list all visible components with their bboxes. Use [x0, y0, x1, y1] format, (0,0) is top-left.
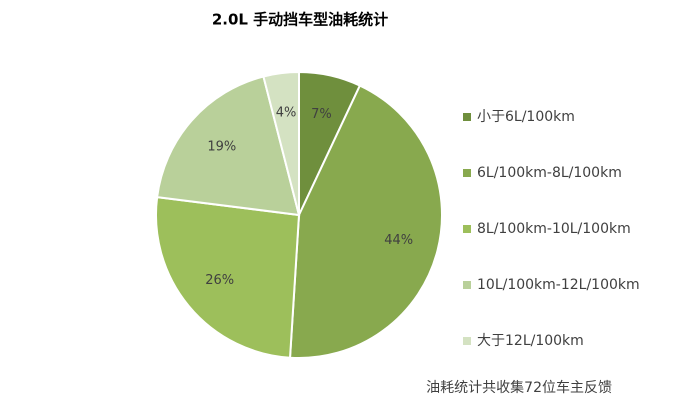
legend-swatch [463, 113, 471, 121]
legend-label: 10L/100km-12L/100km [477, 277, 640, 293]
pie-slice [288, 84, 443, 359]
legend-swatch [463, 337, 471, 345]
data-label: 4% [276, 105, 297, 120]
pie-slice [262, 70, 300, 216]
legend-label: 6L/100km-8L/100km [477, 165, 622, 181]
data-label: 7% [311, 107, 332, 122]
data-label: 19% [207, 139, 236, 154]
data-label: 26% [205, 273, 234, 288]
legend-label: 大于12L/100km [477, 333, 584, 349]
legend-swatch [463, 225, 471, 233]
annotation: 油耗统计共收集72位车主反馈 [426, 379, 612, 396]
legend-swatch [463, 169, 471, 177]
pie-slice [155, 195, 301, 359]
pie-slice [156, 75, 301, 217]
legend-label: 8L/100km-10L/100km [477, 221, 631, 237]
legend-swatch [463, 281, 471, 289]
legend-label: 小于6L/100km [477, 109, 575, 125]
chart-title: 2.0L 手动挡车型油耗统计 [212, 11, 388, 29]
data-label: 44% [384, 233, 413, 248]
